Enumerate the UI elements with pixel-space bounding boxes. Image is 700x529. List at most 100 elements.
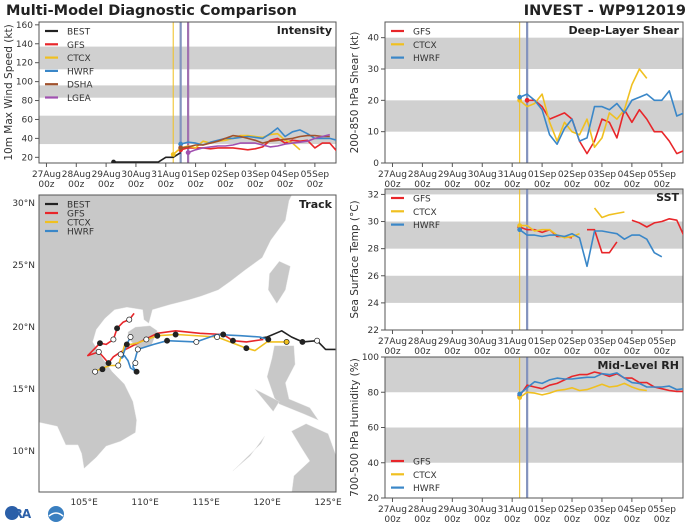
x-tick-date: 05Sep <box>301 170 330 180</box>
visayas-mindanao <box>292 424 347 501</box>
x-tick-hour: 00z <box>414 515 430 525</box>
x-tick-date: 03Sep <box>588 505 617 515</box>
x-tick-hour: 00z <box>187 180 203 190</box>
shaded-band <box>385 276 683 303</box>
track-marker-ctcx <box>116 363 121 368</box>
y-tick-label: 100 <box>362 353 379 363</box>
track-marker-gfs <box>127 317 132 322</box>
track-marker-hwrf <box>128 334 133 339</box>
y-tick-label: 30 <box>368 218 380 228</box>
data-point-dsha <box>178 145 183 150</box>
x-tick-date: 27Aug <box>378 170 407 180</box>
x-tick-date: 03Sep <box>241 170 270 180</box>
data-point-best <box>111 160 116 165</box>
x-tick-hour: 00z <box>158 180 174 190</box>
y-tick-label: 40 <box>22 134 34 144</box>
legend-label: LGEA <box>67 94 92 104</box>
x-tick-hour: 00z <box>444 347 460 357</box>
x-tick-date: 01Sep <box>528 505 557 515</box>
x-tick-date: 03Sep <box>588 337 617 347</box>
track-marker-ctcx <box>100 367 105 372</box>
y-tick-label: 80 <box>368 388 380 398</box>
x-tick-date: 03Sep <box>588 170 617 180</box>
x-tick-date: 28Aug <box>62 170 91 180</box>
y-tick-label: 40 <box>368 34 380 44</box>
x-tick-hour: 00z <box>474 515 490 525</box>
legend-label: GFS <box>413 458 431 468</box>
longitude-label: 110°E <box>131 498 159 508</box>
latitude-label: 10°N <box>12 447 35 457</box>
x-tick-date: 05Sep <box>648 505 677 515</box>
svg-text:IRA: IRA <box>7 507 32 521</box>
legend-label: HWRF <box>67 228 94 238</box>
x-tick-date: 04Sep <box>618 505 647 515</box>
y-tick-label: 60 <box>22 115 34 125</box>
y-tick-label: 28 <box>368 245 380 255</box>
track-marker-best <box>300 339 305 344</box>
x-tick-hour: 00z <box>128 180 144 190</box>
track-marker-gfs <box>173 332 178 337</box>
legend-label: HWRF <box>413 54 440 64</box>
x-tick-date: 05Sep <box>648 337 677 347</box>
y-tick-label: 100 <box>16 78 33 88</box>
x-tick-hour: 00z <box>624 515 640 525</box>
x-tick-hour: 00z <box>307 180 323 190</box>
x-tick-hour: 00z <box>414 347 430 357</box>
data-point-hwrf <box>517 95 522 100</box>
y-tick-label: 20 <box>368 494 380 504</box>
track-marker-hwrf <box>266 337 271 342</box>
x-tick-date: 04Sep <box>618 170 647 180</box>
y-tick-label: 24 <box>368 299 380 309</box>
x-tick-hour: 00z <box>534 347 550 357</box>
latitude-label: 25°N <box>12 261 35 271</box>
x-tick-hour: 00z <box>98 180 114 190</box>
legend-label: CTCX <box>413 41 437 51</box>
latitude-label: 20°N <box>12 323 35 333</box>
x-tick-date: 27Aug <box>32 170 61 180</box>
x-tick-date: 27Aug <box>378 505 407 515</box>
latitude-label: 15°N <box>12 385 35 395</box>
x-tick-date: 31Aug <box>498 337 527 347</box>
x-tick-hour: 00z <box>594 347 610 357</box>
panels: 2040608010012014016027Aug00z28Aug00z29Au… <box>3 21 684 525</box>
y-axis-label: 10m Max Wind Speed (kt) <box>3 24 15 160</box>
legend-label: CTCX <box>67 54 91 64</box>
x-tick-hour: 00z <box>564 347 580 357</box>
y-axis-label: Sea Surface Temp (°C) <box>349 200 361 318</box>
y-axis-label: 700-500 hPa Humidity (%) <box>349 358 361 497</box>
legend-label: HWRF <box>67 67 94 77</box>
x-tick-date: 29Aug <box>438 505 467 515</box>
track-marker-gfs <box>106 360 111 365</box>
series-line-best <box>114 153 181 163</box>
x-tick-date: 05Sep <box>648 170 677 180</box>
legend-label: CTCX <box>413 208 437 218</box>
x-tick-date: 01Sep <box>181 170 210 180</box>
x-tick-date: 31Aug <box>498 170 527 180</box>
x-tick-hour: 00z <box>564 515 580 525</box>
legend-label: GFS <box>413 28 431 38</box>
x-tick-hour: 00z <box>217 180 233 190</box>
legend-label: HWRF <box>413 221 440 231</box>
y-tick-label: 20 <box>22 153 34 163</box>
x-tick-date: 28Aug <box>408 170 437 180</box>
cira-logo: IRA <box>5 506 64 522</box>
y-tick-label: 120 <box>16 59 33 69</box>
latitude-label: 30°N <box>12 199 35 209</box>
track-marker-gfs <box>97 341 102 346</box>
y-tick-label: 20 <box>368 96 380 106</box>
x-tick-date: 30Aug <box>121 170 150 180</box>
x-tick-date: 02Sep <box>558 337 587 347</box>
legend-label: DSHA <box>67 81 93 91</box>
x-tick-hour: 00z <box>38 180 54 190</box>
track-layer <box>88 313 336 374</box>
panel-title: Deep-Layer Shear <box>568 24 679 37</box>
x-tick-hour: 00z <box>534 515 550 525</box>
track-marker-hwrf <box>118 352 123 357</box>
track-marker-gfs <box>111 337 116 342</box>
track-marker-gfs <box>114 326 119 331</box>
panel-title: Mid-Level RH <box>597 359 679 372</box>
y-tick-label: 10 <box>368 128 380 138</box>
palawan-island <box>233 436 265 471</box>
x-tick-hour: 00z <box>654 515 670 525</box>
